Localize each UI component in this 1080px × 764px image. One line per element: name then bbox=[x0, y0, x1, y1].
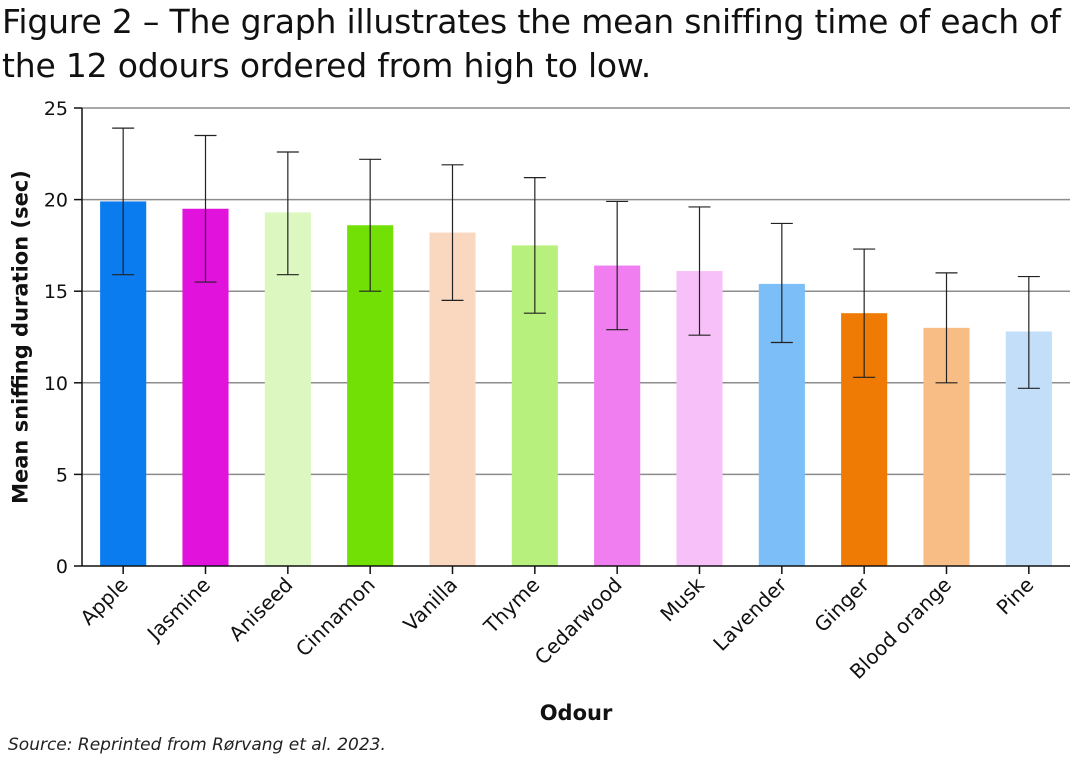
y-tick-label: 0 bbox=[56, 556, 68, 578]
x-tick-label: Apple bbox=[75, 573, 132, 630]
source-note: Source: Reprinted from Rørvang et al. 20… bbox=[8, 735, 386, 755]
y-tick-label: 5 bbox=[56, 464, 68, 486]
y-tick-label: 15 bbox=[44, 281, 68, 303]
gridlines bbox=[82, 107, 1070, 476]
x-axis-label: Odour bbox=[540, 701, 613, 725]
y-tick-labels: 0 5 10 15 20 25 bbox=[44, 98, 68, 578]
bars bbox=[100, 201, 1052, 567]
x-tick-label: Cinnamon bbox=[291, 573, 380, 662]
y-tick-label: 25 bbox=[44, 98, 68, 120]
x-tick-label: Aniseed bbox=[224, 573, 297, 646]
x-tick-label: Ginger bbox=[809, 572, 874, 637]
y-tick-label: 20 bbox=[44, 190, 68, 212]
x-tick-label: Thyme bbox=[478, 573, 544, 639]
y-axis-label: Mean sniffing duration (sec) bbox=[8, 170, 32, 504]
x-tick-label: Pine bbox=[992, 573, 1039, 620]
x-tick-label: Cedarwood bbox=[530, 573, 627, 670]
x-tick-label: Vanilla bbox=[398, 573, 462, 637]
y-tick-label: 10 bbox=[44, 373, 68, 395]
x-tick-label: Musk bbox=[655, 572, 709, 626]
error-bars bbox=[112, 127, 1040, 389]
x-tick-label: Lavender bbox=[708, 572, 792, 656]
x-tick-label: Jasmine bbox=[141, 573, 215, 647]
figure-title: Figure 2 – The graph illustrates the mea… bbox=[2, 2, 1061, 85]
axes bbox=[74, 107, 1070, 574]
